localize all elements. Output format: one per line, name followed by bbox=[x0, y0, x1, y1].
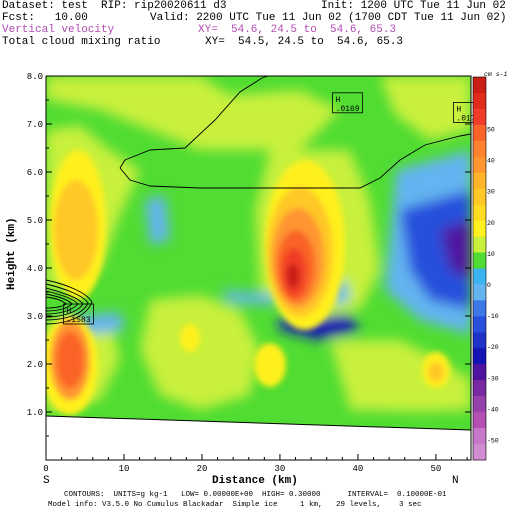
high-marker-value: .1583 bbox=[66, 316, 90, 325]
colorbar-swatch bbox=[473, 252, 486, 269]
colorbar-swatch bbox=[473, 77, 486, 94]
colorbar-swatch bbox=[473, 332, 486, 349]
x-axis: 0 10 20 30 40 50 bbox=[43, 454, 468, 474]
colorbar-swatch bbox=[473, 172, 486, 190]
colorbar-unit: cm s-1 bbox=[484, 71, 508, 78]
high-marker-label: H bbox=[66, 307, 71, 316]
y-tick-label: 5.0 bbox=[27, 216, 43, 226]
y-tick-label: 2.0 bbox=[27, 360, 43, 370]
init-label: Init: 1200 UTC Tue 11 Jun 02 bbox=[321, 0, 506, 12]
south-label: S bbox=[43, 475, 50, 487]
colorbar-swatch bbox=[473, 348, 486, 365]
high-marker-box bbox=[332, 92, 363, 114]
colorbar-swatch bbox=[473, 284, 486, 301]
x-axis-label: Distance (km) bbox=[212, 475, 298, 487]
high-marker-label: H bbox=[336, 96, 341, 105]
x-tick-label: 40 bbox=[353, 464, 364, 474]
colorbar-swatch bbox=[473, 124, 486, 142]
colorbar-swatch bbox=[473, 108, 486, 126]
colorbar-label: 50 bbox=[487, 127, 495, 134]
colorbar-label: 40 bbox=[487, 158, 495, 165]
x-tick-label: 0 bbox=[43, 464, 48, 474]
y-tick-label: 8.0 bbox=[27, 72, 43, 82]
colorbar-swatch bbox=[473, 428, 486, 445]
dataset-label: Dataset: test RIP: rip20020611 d3 bbox=[2, 0, 227, 12]
y-tick-label: 6.0 bbox=[27, 168, 43, 178]
colorbar-swatch bbox=[473, 444, 486, 461]
colorbar-swatch bbox=[473, 396, 486, 413]
colorbar-label: 10 bbox=[487, 251, 495, 258]
valid-label: Valid: 2200 UTC Tue 11 Jun 02 (1700 CDT … bbox=[150, 12, 507, 24]
colorbar-swatch bbox=[473, 156, 486, 174]
colorbar-label: 20 bbox=[487, 220, 495, 227]
high-marker-value: .0170 bbox=[456, 114, 480, 123]
terrain-line bbox=[46, 415, 471, 431]
colorbar-swatch bbox=[473, 412, 486, 429]
vertical-velocity-field bbox=[46, 76, 471, 460]
colorbar-label: -40 bbox=[487, 406, 499, 413]
colorbar-label: -10 bbox=[487, 313, 499, 320]
colorbar-label: 30 bbox=[487, 189, 495, 196]
x-tick-label: 50 bbox=[431, 464, 442, 474]
colorbar-label: -20 bbox=[487, 344, 499, 351]
north-label: N bbox=[452, 475, 459, 487]
y-tick-label: 4.0 bbox=[27, 264, 43, 274]
mixing-ratio-xy: XY= 54.5, 24.5 to 54.6, 65.3 bbox=[205, 36, 404, 48]
vertical-velocity-xy: XY= 54.6, 24.5 to 54.6, 65.3 bbox=[198, 24, 397, 36]
x-tick-label: 20 bbox=[197, 464, 208, 474]
colorbar-swatch bbox=[473, 188, 486, 206]
colorbar-swatch bbox=[473, 316, 486, 333]
x-tick-label: 10 bbox=[119, 464, 130, 474]
colorbar-swatch bbox=[473, 236, 486, 254]
colorbar-swatch bbox=[473, 380, 486, 397]
colorbar: 50 40 30 20 10 0 -10 -20 -30 -40 -50 bbox=[472, 76, 499, 461]
colorbar-label: -30 bbox=[487, 375, 499, 382]
y-axis-label: Height (km) bbox=[6, 217, 18, 290]
y-tick-label: 7.0 bbox=[27, 120, 43, 130]
contour-info: CONTOURS: UNITS=g kg-1 LOW= 0.00000E+00 … bbox=[64, 491, 447, 499]
forecast-label: Fcst: 10.00 bbox=[2, 12, 88, 24]
high-marker-label: H bbox=[456, 105, 461, 114]
colorbar-swatch bbox=[473, 140, 486, 158]
colorbar-swatch bbox=[473, 204, 486, 222]
x-tick-label: 30 bbox=[275, 464, 286, 474]
vertical-velocity-label: Vertical velocity bbox=[2, 24, 115, 36]
high-marker-value: .0169 bbox=[336, 105, 360, 114]
model-info: Model info: V3.5.0 No Cumulus Blackadar … bbox=[48, 501, 422, 509]
colorbar-label: -50 bbox=[487, 438, 499, 445]
colorbar-swatch bbox=[473, 300, 486, 317]
colorbar-swatch bbox=[473, 268, 486, 285]
y-axis: 1.0 2.0 3.0 4.0 5.0 6.0 7.0 8.0 bbox=[27, 72, 471, 437]
colorbar-label: 0 bbox=[487, 282, 491, 289]
colorbar-swatch bbox=[473, 92, 486, 110]
mixing-ratio-label: Total cloud mixing ratio bbox=[2, 36, 161, 48]
colorbar-swatch bbox=[473, 364, 486, 381]
colorbar-frame bbox=[472, 76, 487, 461]
y-tick-label: 3.0 bbox=[27, 312, 43, 322]
y-tick-label: 1.0 bbox=[27, 408, 43, 418]
high-marker-box bbox=[63, 303, 94, 325]
colorbar-swatch bbox=[473, 220, 486, 238]
